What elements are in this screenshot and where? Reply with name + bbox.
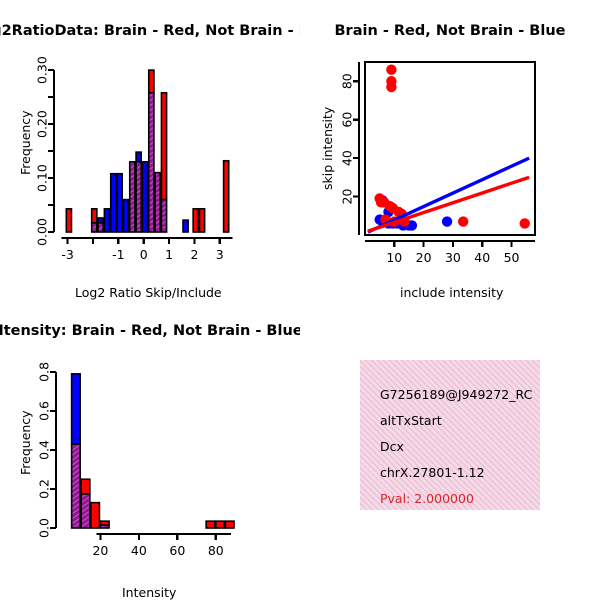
scatter-y-axis-label: skip intensity	[320, 106, 335, 190]
svg-text:60: 60	[169, 543, 185, 558]
svg-text:10: 10	[386, 250, 402, 265]
svg-text:0.2: 0.2	[37, 479, 52, 499]
svg-text:60: 60	[340, 112, 355, 128]
svg-text:0.8: 0.8	[37, 362, 52, 382]
hatch-pattern-overlay	[360, 360, 540, 510]
intensity-scatter-svg: 20 40 60 80 10 20 30 40 50	[340, 60, 537, 265]
panel-intensity-scatter: Brain - Red, Not Brain - Blue skip inten…	[300, 0, 600, 300]
svg-text:0.0: 0.0	[37, 518, 52, 538]
svg-text:80: 80	[208, 543, 224, 558]
svg-text:20: 20	[340, 189, 355, 205]
svg-text:50: 50	[504, 250, 520, 265]
annotation-info-box: G7256189@J949272_RC altTxStart Dcx chrX.278…	[360, 360, 540, 510]
svg-text:3: 3	[216, 247, 224, 262]
log2ratio-y-axis-label: Frequency	[18, 110, 33, 175]
gene-intensity-y-axis-label: Frequency	[18, 410, 33, 475]
svg-text:0.10: 0.10	[35, 164, 50, 192]
info-line-probe-id: G7256189@J949272_RC	[380, 387, 533, 402]
panel-gene-intensity-histogram: Gene Itensity: Brain - Red, Not Brain - …	[0, 300, 300, 600]
svg-text:-3: -3	[61, 247, 73, 262]
svg-text:20: 20	[416, 250, 432, 265]
svg-text:0.00: 0.00	[35, 218, 50, 246]
svg-text:2: 2	[190, 247, 198, 262]
svg-text:0.30: 0.30	[35, 56, 50, 84]
svg-text:40: 40	[474, 250, 490, 265]
svg-text:0.4: 0.4	[37, 440, 52, 460]
info-line-coordinate: chrX.27801-1.12	[380, 465, 485, 480]
svg-text:40: 40	[340, 150, 355, 166]
info-line-pvalue: Pval: 2.000000	[380, 491, 474, 506]
svg-text:20: 20	[92, 543, 108, 558]
svg-text:1: 1	[165, 247, 173, 262]
gene-intensity-plot-title: Gene Itensity: Brain - Red, Not Brain - …	[0, 323, 300, 339]
gene-intensity-histogram-svg: 0.0 0.2 0.4 0.6 0.8 20 40 60 80	[37, 362, 235, 558]
svg-text:0.20: 0.20	[35, 110, 50, 138]
svg-text:0.6: 0.6	[37, 401, 52, 421]
svg-text:30: 30	[445, 250, 461, 265]
svg-text:0: 0	[140, 247, 148, 262]
panel-annotation-info: G7256189@J949272_RC altTxStart Dcx chrX.278…	[300, 300, 600, 600]
scatter-plot-title: Brain - Red, Not Brain - Blue	[334, 23, 566, 39]
scatter-x-axis-label: include intensity	[400, 285, 504, 300]
log2ratio-plot-title: Log2RatioData: Brain - Red, Not Brain - …	[0, 23, 300, 39]
gene-intensity-x-axis-label: Intensity	[122, 585, 177, 600]
svg-text:-1: -1	[112, 247, 124, 262]
info-line-gene-symbol: Dcx	[380, 439, 404, 454]
svg-text:80: 80	[340, 73, 355, 89]
log2ratio-histogram-svg: 0.00 0.10 0.20 0.30 -3 -1 0 1 2 3	[35, 56, 233, 262]
svg-text:40: 40	[131, 543, 147, 558]
log2ratio-x-axis-label: Log2 Ratio Skip/Include	[75, 285, 222, 300]
annotation-text-list: G7256189@J949272_RC altTxStart Dcx chrX.278…	[360, 360, 540, 510]
panel-log2ratio-histogram: Log2RatioData: Brain - Red, Not Brain - …	[0, 0, 300, 300]
info-line-event-type: altTxStart	[380, 413, 442, 428]
